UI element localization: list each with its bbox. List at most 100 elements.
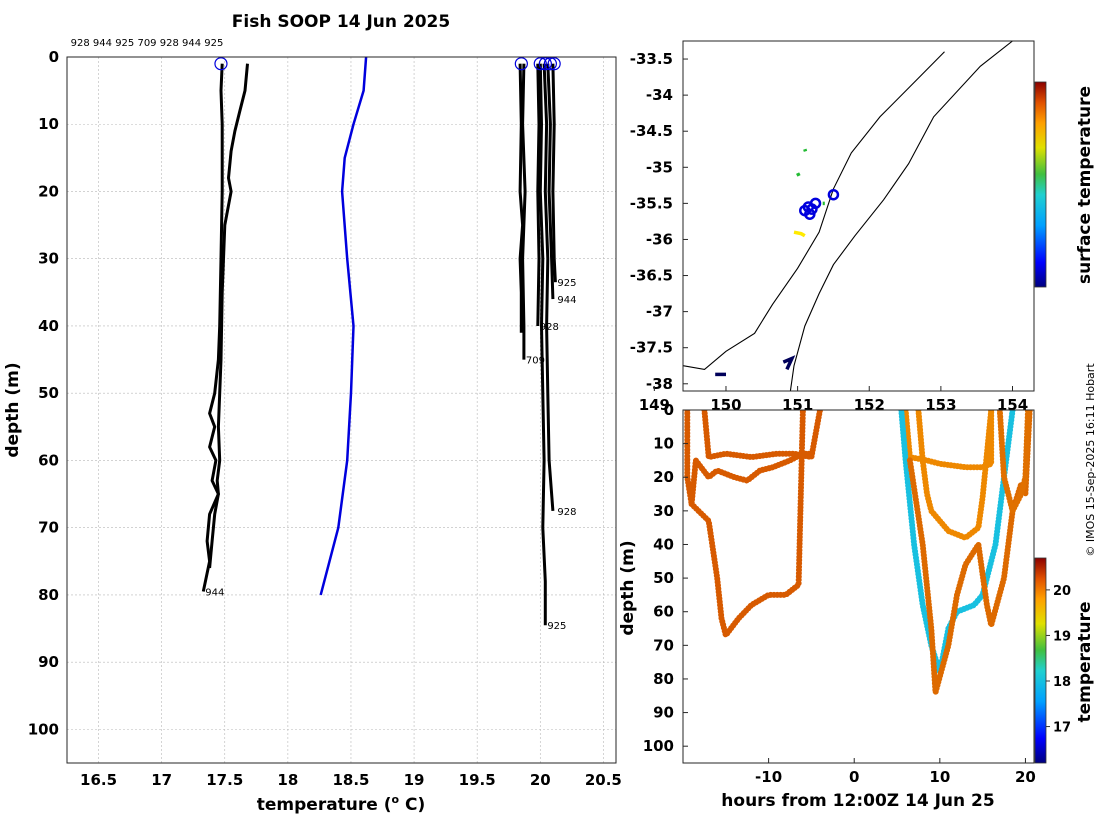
profile-series-line <box>536 63 541 327</box>
profile-xtick-label: 18.5 <box>332 771 369 789</box>
map-track <box>796 172 801 177</box>
profile-xtick-label: 20 <box>530 771 551 789</box>
time-depth-track-core <box>899 410 1015 674</box>
map-marker <box>804 208 816 220</box>
time-depth-series <box>684 410 1033 696</box>
profile-xlabel-end: C) <box>399 795 425 815</box>
time-depth-track-core <box>998 410 1030 513</box>
map-xtick-label: 151 <box>782 396 813 414</box>
profile-xlabel-sup: o <box>392 793 400 806</box>
time-depth-track-core <box>903 410 993 469</box>
profile-end-labels: 944 925 944 928 709 928 925 <box>205 278 576 632</box>
surface-colorbar-label: surface temperature <box>1075 86 1095 284</box>
profile-start-marker <box>543 57 557 71</box>
temperature-colorbar <box>1034 557 1047 764</box>
profile-ytick-label: 70 <box>38 519 59 537</box>
profile-xtick-label: 18 <box>277 771 298 789</box>
profile-ytick-label: 0 <box>49 48 59 66</box>
time-depth-track <box>906 410 1033 696</box>
map-markers <box>799 188 840 220</box>
profile-xlabel: temperature (o C) <box>257 793 426 815</box>
map-track <box>793 230 806 238</box>
time-depth-xtick-label: 20 <box>1015 768 1036 786</box>
profile-chart: Fish SOOP 14 Jun 2025 928 944 925 709 92… <box>3 12 622 815</box>
time-depth-chart: 0 10 20 30 40 50 60 70 80 90 100 -10 0 10 20 hours fro… <box>618 401 1095 811</box>
profile-ytick-label: 60 <box>38 451 59 469</box>
profile-start-marker <box>538 57 552 71</box>
time-depth-ytick-label: 20 <box>653 468 674 486</box>
profile-series-line <box>201 63 224 592</box>
time-depth-ytick-label: 10 <box>653 435 674 453</box>
map-ytick-label: -33.5 <box>630 50 673 68</box>
map-ytick-label: -34 <box>646 86 673 104</box>
profile-ytick-label: 20 <box>38 182 59 200</box>
temperature-colorbar-tick-label: 20 <box>1053 584 1071 599</box>
time-depth-ytick-label: 50 <box>653 569 674 587</box>
profile-xlabel-text: temperature ( <box>257 795 392 815</box>
time-depth-track-core <box>690 410 805 637</box>
profile-ytick-label: 10 <box>38 115 59 133</box>
profile-end-label: 925 <box>547 621 566 632</box>
temperature-colorbar-tick-label: 17 <box>1053 721 1071 736</box>
profile-end-label: 928 <box>557 507 576 518</box>
map-ytick-label: -37.5 <box>630 339 673 357</box>
map-ytick-label: -36 <box>646 230 673 248</box>
time-depth-track-core <box>908 410 1032 695</box>
profile-ytick-label: 50 <box>38 384 59 402</box>
profile-ytick-label: 100 <box>28 720 59 738</box>
time-depth-ylabel: depth (m) <box>618 540 638 635</box>
profile-xtick-label: 17.5 <box>206 771 243 789</box>
profile-ytick-label: 80 <box>38 586 59 604</box>
profile-title: Fish SOOP 14 Jun 2025 <box>232 12 450 32</box>
profile-ytick-label: 40 <box>38 317 59 335</box>
map-ticks: -33.5 -34 -34.5 -35 -35.5 -36 -36.5 -37 -37.5 -38… <box>630 50 1028 414</box>
time-depth-track-core <box>916 410 993 540</box>
profile-axes-box <box>66 56 617 764</box>
profile-series-line <box>319 56 368 596</box>
map-xtick-label: 149 <box>639 396 670 414</box>
profile-end-label: 928 <box>540 322 559 333</box>
profile-end-label: 944 <box>205 588 224 599</box>
map-marker <box>827 188 840 201</box>
temperature-colorbar-tick-label: 18 <box>1053 675 1071 690</box>
time-depth-ytick-label: 0 <box>664 401 674 419</box>
time-depth-ytick-label: 30 <box>653 502 674 520</box>
map-ytick-label: -35 <box>646 158 673 176</box>
profile-series-line <box>546 63 555 300</box>
profile-xtick-label: 20.5 <box>585 771 622 789</box>
profile-grid <box>67 56 616 763</box>
map-chart: -33.5 -34 -34.5 -35 -35.5 -36 -36.5 -37 -37.5 -38… <box>630 40 1095 414</box>
time-depth-ytick-label: 60 <box>653 603 674 621</box>
profile-ytick-label: 30 <box>38 250 59 268</box>
map-axes-box <box>682 40 1035 392</box>
time-depth-xtick-label: 0 <box>849 768 859 786</box>
map-xtick-label: 152 <box>854 396 885 414</box>
time-depth-track-core <box>702 410 822 459</box>
time-depth-ytick-label: 40 <box>653 535 674 553</box>
time-depth-ticks: 0 10 20 30 40 50 60 70 80 90 100 -10 0 10 20 <box>643 401 1036 786</box>
time-depth-ytick-label: 70 <box>653 636 674 654</box>
map-xtick-label: 150 <box>710 396 741 414</box>
profile-start-marker <box>533 57 547 71</box>
temperature-colorbar-label: temperature <box>1075 601 1095 722</box>
map-ytick-label: -38 <box>646 375 673 393</box>
surface-colorbar <box>1034 81 1047 288</box>
profile-xtick-label: 16.5 <box>80 771 117 789</box>
time-depth-xtick-label: 10 <box>929 768 950 786</box>
profile-series-line <box>521 63 527 360</box>
map-track <box>782 355 796 371</box>
time-depth-xlabel: hours from 12:00Z 14 Jun 25 <box>721 791 994 811</box>
profile-xtick-label: 17 <box>151 771 172 789</box>
profile-start-marker <box>547 57 561 71</box>
profile-end-label: 944 <box>557 295 576 306</box>
time-depth-ytick-label: 100 <box>643 737 674 755</box>
map-ytick-label: -35.5 <box>630 194 673 212</box>
profile-series-line <box>542 63 555 512</box>
temperature-colorbar-ticks: 17 18 19 20 <box>1046 584 1071 736</box>
profile-xtick-label: 19.5 <box>459 771 496 789</box>
time-depth-axes-box <box>682 409 1035 764</box>
profile-ylabel: depth (m) <box>3 362 23 457</box>
map-xtick-label: 153 <box>925 396 956 414</box>
profile-end-label: 709 <box>526 356 545 367</box>
